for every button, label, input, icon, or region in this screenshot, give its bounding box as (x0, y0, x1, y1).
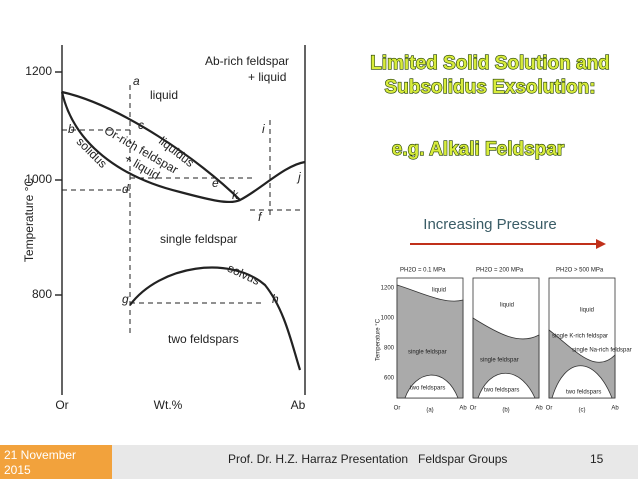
inset: Temperature °C 1200 1000 800 600 PH2O = … (376, 268, 632, 414)
field-label: solvus (225, 261, 262, 288)
point-label: i (262, 122, 265, 136)
tick-label: 600 (384, 376, 395, 382)
axis-label: Wt.% (154, 398, 183, 412)
panel-tag: (a) (426, 408, 433, 414)
axis-title: Temperature °C (22, 178, 36, 262)
tick-label: 1000 (381, 316, 395, 322)
tick-label: 800 (32, 287, 52, 301)
field-label: two feldspars (168, 332, 239, 346)
tick-label: 800 (384, 346, 395, 352)
axis-label: Or (470, 406, 477, 412)
panel-title: PH2O > 500 MPa (556, 268, 604, 274)
field-label: + liquid (248, 70, 286, 84)
solidus-curve (60, 91, 241, 204)
point-label: e (212, 176, 219, 190)
subtitle: e.g. Alkali Feldspar (392, 139, 565, 160)
slide-title: Subsolidus Exsolution: (384, 77, 595, 98)
panel-title: PH2O = 0.1 MPa (400, 268, 446, 274)
construction-lines (62, 85, 300, 335)
tick-label: 1200 (25, 64, 52, 78)
axis-label: Or (55, 398, 68, 412)
panel-tag: (b) (502, 408, 509, 414)
point-label: h (272, 292, 279, 306)
field-label: liquid (580, 308, 594, 314)
field-label: single Na-rich feldspar (572, 348, 632, 354)
point-label: d (122, 182, 129, 196)
phase-diagram (55, 45, 306, 395)
arrowhead (596, 239, 606, 249)
field-label: liquid (500, 303, 514, 309)
axis-label: Ab (535, 406, 543, 412)
field-label: two feldspars (566, 390, 601, 396)
axis-label: Ab (611, 406, 619, 412)
axis-label: Or (546, 406, 553, 412)
point-label: f (258, 210, 263, 224)
field-label: single feldspar (480, 358, 519, 364)
field-label: single feldspar (408, 350, 447, 356)
pressure-label: Increasing Pressure (423, 216, 556, 233)
field-label: two feldspars (410, 386, 445, 392)
presentation: Prof. Dr. H.Z. Harraz Presentation Felds… (228, 452, 508, 466)
axis-label: Ab (459, 406, 467, 412)
axis-title: Temperature °C (376, 318, 382, 361)
field-label: single feldspar (160, 232, 237, 246)
field-label: single K-rich feldspar (552, 334, 608, 340)
point-label: k (232, 188, 239, 202)
date: 21 November 2015 (4, 448, 77, 477)
point-label: c (138, 118, 144, 132)
liquidus-curve (61, 90, 306, 202)
field-label: Ab-rich feldspar (205, 54, 289, 68)
field-label: liquid (150, 88, 178, 102)
field-label: liquid (432, 288, 446, 294)
tick-label: 1200 (381, 286, 395, 292)
point-label: b (68, 122, 75, 136)
point-label: j (296, 170, 301, 184)
slide-title: Limited Solid Solution and (370, 53, 610, 74)
field-label: two feldspars (484, 388, 519, 394)
panel-tag: (c) (579, 408, 586, 414)
point-labels: a b c d e f g h i j k (68, 74, 301, 306)
axis-label: Ab (291, 398, 306, 412)
solvus-curve (129, 266, 302, 371)
field-label: solidus (74, 134, 110, 170)
date-box (0, 445, 112, 479)
page-number: 15 (590, 452, 604, 466)
panel-title: PH2O = 200 MPa (476, 268, 524, 274)
axis-label: Or (394, 406, 401, 412)
tick-label: 1000 (25, 172, 52, 186)
point-label: a (133, 74, 140, 88)
point-label: g (122, 292, 129, 306)
